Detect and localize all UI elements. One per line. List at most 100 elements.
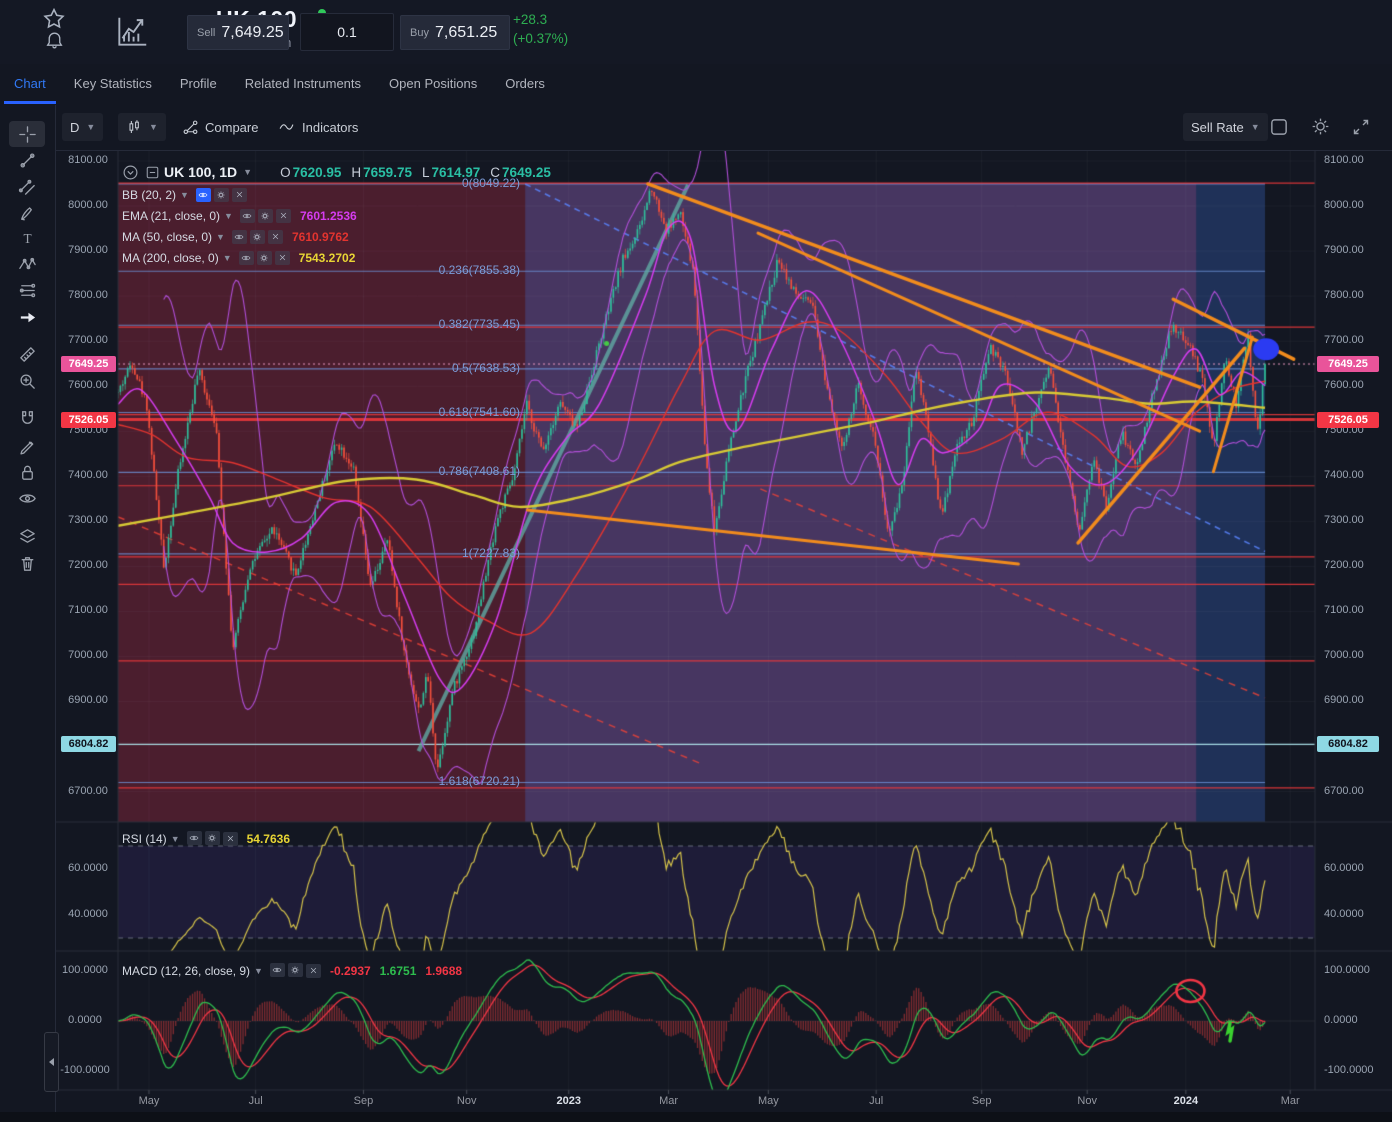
close-icon[interactable] [305, 963, 321, 978]
gear-icon[interactable] [249, 229, 265, 244]
gear-icon[interactable] [213, 187, 229, 202]
close-icon[interactable] [275, 208, 291, 223]
gear-icon[interactable] [204, 831, 220, 845]
tab-chart[interactable]: Chart [0, 64, 60, 104]
eye-icon[interactable] [186, 831, 202, 845]
quantity-input[interactable]: 0.1 [300, 13, 394, 51]
bottom-scroll-strip[interactable] [0, 1112, 1392, 1122]
trash-tool-icon[interactable] [9, 550, 45, 576]
price-axis-label: 7200.00 [1324, 559, 1364, 572]
wave-icon [279, 124, 294, 130]
brush-tool-icon[interactable] [9, 200, 45, 226]
price-axis-label: 6700.00 [1324, 784, 1364, 797]
chevron-down-icon: ▼ [222, 252, 232, 263]
settings-gear-icon[interactable] [1310, 116, 1331, 142]
tab-key-statistics[interactable]: Key Statistics [73, 76, 152, 91]
indicator-name[interactable]: BB (20, 2) [122, 187, 177, 202]
fib-level-label: 0.236(7855.38) [438, 263, 520, 278]
chart-type-select[interactable]: ▼ [118, 113, 166, 141]
close-icon[interactable] [222, 831, 238, 846]
compare-button[interactable]: Compare [182, 113, 258, 141]
macd-axis-label: 100.0000 [62, 964, 108, 976]
magnet-tool-icon[interactable] [9, 405, 45, 431]
indicator-name[interactable]: MA (50, close, 0) [122, 229, 213, 244]
favorite-star-icon[interactable] [42, 7, 66, 36]
eye-tool-icon[interactable] [9, 485, 45, 511]
tab-related-instruments[interactable]: Related Instruments [244, 76, 362, 91]
eye-icon[interactable] [231, 229, 247, 244]
rsi-legend: RSI (14) ▼ 54.7636 [122, 831, 290, 846]
price-badge: 6804.82 [1317, 736, 1379, 753]
ohlc-values: O 7620.95 H 7659.75 L 7614.97 C 7649.25 [280, 164, 551, 180]
lock-tool-icon[interactable] [9, 459, 45, 485]
timeframe-select[interactable]: D ▼ [62, 113, 104, 141]
macd-legend: MACD (12, 26, close, 9) ▼ -0.2937 1.6751 1… [122, 963, 462, 978]
macd-value: -0.2937 [329, 963, 371, 978]
arrow-tool-icon[interactable] [9, 304, 45, 330]
snapshot-icon[interactable] [1268, 116, 1290, 143]
indicator-value: 7543.2702 [298, 250, 356, 265]
time-axis-label: Jul [869, 1095, 884, 1107]
alert-bell-icon[interactable] [44, 30, 65, 56]
compare-icon [183, 120, 198, 134]
indicator-name[interactable]: MA (200, close, 0) [122, 250, 219, 265]
rate-type-select[interactable]: Sell Rate ▼ [1183, 113, 1268, 141]
price-axis-label: 7000.00 [1324, 649, 1364, 662]
trend-line-tool-icon[interactable] [9, 147, 45, 173]
text-tool-icon[interactable]: T [9, 225, 45, 251]
legend-tree-icon[interactable] [145, 165, 160, 180]
eye-icon[interactable] [195, 187, 211, 202]
price-axis-label: 6900.00 [68, 694, 108, 707]
chevron-down-icon: ▼ [254, 965, 263, 976]
tab-open-positions[interactable]: Open Positions [389, 76, 478, 91]
layers-tool-icon[interactable] [9, 523, 45, 549]
symbol-label[interactable]: UK 100, 1D [164, 164, 238, 180]
tab-profile[interactable]: Profile [179, 76, 217, 91]
close-icon[interactable] [231, 187, 247, 202]
sell-price: 7,649.25 [221, 23, 284, 41]
collapse-legend-icon[interactable] [122, 164, 139, 181]
gear-icon[interactable] [257, 208, 273, 223]
time-axis-label: Sep [353, 1095, 374, 1107]
rsi-label[interactable]: RSI (14) [122, 831, 167, 846]
rsi-axis-label: 40.0000 [1324, 908, 1364, 920]
price-axis-label: 8000.00 [68, 199, 108, 212]
time-axis-label: May [757, 1095, 779, 1107]
price-axis-label: 7400.00 [68, 469, 108, 482]
time-axis-label: Mar [1280, 1095, 1300, 1107]
indicators-button[interactable]: Indicators [277, 113, 358, 141]
close-icon[interactable] [274, 250, 290, 265]
macd-value: 1.9688 [425, 963, 463, 978]
crosshair-tool-icon[interactable] [9, 121, 45, 147]
parallel-channel-tool-icon[interactable] [9, 174, 45, 200]
fib-level-label: 0.382(7735.45) [438, 317, 520, 332]
tab-orders[interactable]: Orders [505, 76, 545, 91]
eye-icon[interactable] [269, 963, 285, 977]
candlestick-icon [129, 120, 139, 133]
zoom-in-tool-icon[interactable] [9, 368, 45, 394]
indicator-name[interactable]: EMA (21, close, 0) [122, 208, 221, 223]
pencil-tool-icon[interactable] [9, 432, 45, 458]
sell-button[interactable]: Sell 7,649.25 [187, 15, 289, 50]
time-axis-label: Mar [659, 1095, 679, 1107]
macd-label[interactable]: MACD (12, 26, close, 9) [122, 963, 251, 978]
gear-icon[interactable] [287, 963, 303, 977]
chevron-left-icon [49, 1058, 54, 1066]
legend-indicator-row: BB (20, 2) ▼ [122, 184, 551, 205]
buy-button[interactable]: Buy 7,651.25 [400, 15, 510, 50]
ruler-tool-icon[interactable] [9, 341, 45, 367]
pattern-tool-icon[interactable] [9, 251, 45, 277]
gear-icon[interactable] [256, 250, 272, 265]
fib-level-label: 0.618(7541.60) [438, 404, 520, 419]
forecast-tool-icon[interactable] [9, 277, 45, 303]
eye-icon[interactable] [238, 250, 254, 265]
eye-icon[interactable] [239, 208, 255, 223]
fib-level-label: 0.786(7408.61) [438, 464, 520, 479]
fullscreen-icon[interactable] [1351, 117, 1371, 142]
close-icon[interactable] [267, 229, 283, 244]
rsi-axis-label: 60.0000 [1324, 862, 1364, 874]
price-axis-label: 7300.00 [1324, 514, 1364, 527]
collapse-panel-button[interactable] [44, 1032, 59, 1092]
time-axis-label: May [138, 1095, 160, 1107]
